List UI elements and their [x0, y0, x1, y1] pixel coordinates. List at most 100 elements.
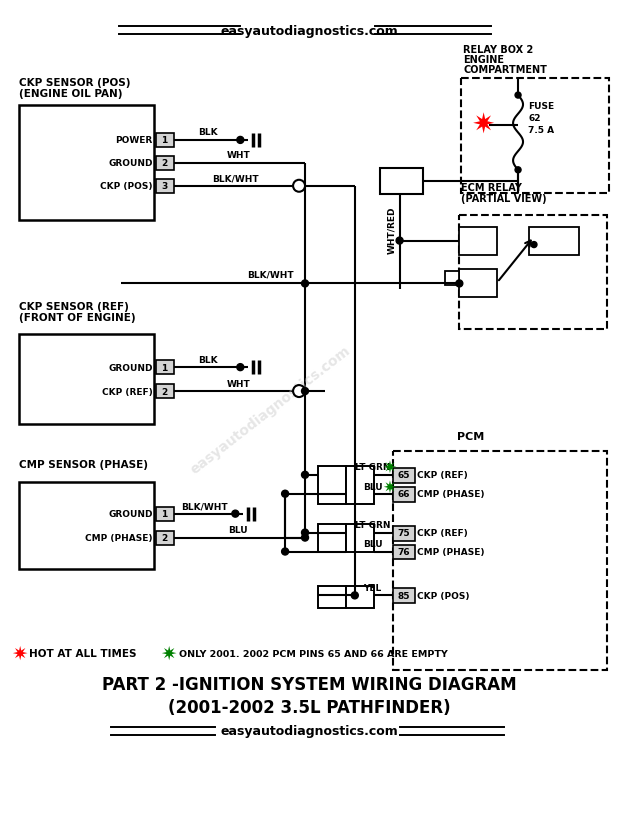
Text: ONLY 2001. 2002 PCM PINS 65 AND 66 ARE EMPTY: ONLY 2001. 2002 PCM PINS 65 AND 66 ARE E…: [179, 649, 447, 658]
Text: HOT AT ALL TIMES: HOT AT ALL TIMES: [29, 649, 137, 658]
Text: 2: 2: [161, 159, 167, 168]
Bar: [156, 531, 174, 545]
Bar: [156, 156, 174, 170]
Bar: [459, 215, 607, 330]
Circle shape: [531, 242, 537, 248]
Text: 75: 75: [397, 528, 410, 537]
Text: 65: 65: [397, 471, 410, 480]
Text: GROUND: GROUND: [108, 509, 153, 518]
Text: 1: 1: [161, 136, 167, 145]
Bar: [392, 545, 415, 560]
Text: ✷: ✷: [161, 644, 177, 663]
Circle shape: [515, 168, 521, 174]
Text: BLK: BLK: [198, 129, 218, 138]
Bar: [392, 451, 607, 670]
Text: easyautodiagnostics.com: easyautodiagnostics.com: [187, 343, 353, 476]
Text: CMP (PHASE): CMP (PHASE): [417, 547, 484, 556]
Text: WHT: WHT: [226, 152, 250, 161]
Text: CMP SENSOR (PHASE): CMP SENSOR (PHASE): [19, 459, 148, 469]
Text: CKP (REF): CKP (REF): [417, 471, 467, 480]
Text: CKP SENSOR (REF): CKP SENSOR (REF): [19, 302, 129, 312]
Bar: [346, 586, 374, 609]
Circle shape: [351, 592, 358, 600]
Text: WHT/RED: WHT/RED: [387, 206, 396, 254]
Circle shape: [302, 529, 308, 536]
Text: CKP (POS): CKP (POS): [417, 591, 469, 600]
Bar: [156, 360, 174, 374]
Text: 2: 2: [161, 387, 167, 396]
Text: BLU: BLU: [363, 482, 383, 491]
Circle shape: [302, 281, 308, 287]
Text: ECM RELAY: ECM RELAY: [461, 183, 522, 192]
Text: 85: 85: [397, 591, 410, 600]
Bar: [318, 586, 346, 609]
Text: 66: 66: [397, 490, 410, 499]
Bar: [318, 466, 346, 504]
Circle shape: [302, 472, 308, 478]
Circle shape: [293, 386, 305, 397]
Text: WHT: WHT: [226, 379, 250, 388]
Text: easyautodiagnostics.com: easyautodiagnostics.com: [220, 725, 398, 737]
Bar: [459, 228, 497, 256]
Circle shape: [282, 549, 289, 555]
Text: ✷: ✷: [383, 459, 397, 476]
Bar: [392, 526, 415, 541]
Text: BLK/WHT: BLK/WHT: [212, 174, 259, 183]
Bar: [446, 272, 459, 286]
Bar: [19, 335, 154, 424]
Circle shape: [237, 364, 243, 371]
Text: CKP (POS): CKP (POS): [100, 182, 153, 191]
Circle shape: [237, 138, 243, 144]
Text: BLU: BLU: [229, 526, 248, 535]
Bar: [19, 482, 154, 570]
Text: BLK: BLK: [198, 355, 218, 364]
Text: YEL: YEL: [363, 583, 382, 592]
Bar: [392, 589, 415, 604]
Text: (FRONT OF ENGINE): (FRONT OF ENGINE): [19, 313, 136, 323]
Text: CKP (REF): CKP (REF): [417, 528, 467, 537]
Text: 1: 1: [161, 509, 167, 518]
Bar: [156, 179, 174, 193]
Text: CKP (REF): CKP (REF): [102, 387, 153, 396]
Text: ✷: ✷: [11, 644, 27, 663]
Text: (2001-2002 3.5L PATHFINDER): (2001-2002 3.5L PATHFINDER): [167, 698, 451, 716]
Text: ENGINE: ENGINE: [464, 55, 504, 65]
Text: ✷: ✷: [383, 478, 397, 496]
Text: GROUND: GROUND: [108, 363, 153, 372]
Text: ✷: ✷: [472, 112, 495, 140]
Bar: [529, 228, 579, 256]
Text: easyautodiagnostics.com: easyautodiagnostics.com: [220, 25, 398, 38]
Circle shape: [515, 93, 521, 99]
Text: 1: 1: [161, 363, 167, 372]
Text: (PARTIAL VIEW): (PARTIAL VIEW): [461, 193, 547, 203]
Circle shape: [302, 388, 308, 395]
Text: BLU: BLU: [363, 540, 383, 549]
Bar: [156, 507, 174, 521]
Text: LT GRN: LT GRN: [355, 520, 391, 529]
Text: PCM: PCM: [457, 432, 484, 441]
Text: 2: 2: [161, 533, 167, 542]
Text: 76: 76: [397, 547, 410, 556]
Text: 3: 3: [161, 182, 167, 191]
Bar: [346, 466, 374, 504]
Text: (ENGINE OIL PAN): (ENGINE OIL PAN): [19, 89, 123, 99]
Text: CMP (PHASE): CMP (PHASE): [417, 490, 484, 499]
Text: POWER: POWER: [116, 136, 153, 145]
Bar: [461, 79, 609, 193]
Bar: [318, 524, 346, 552]
Text: GROUND: GROUND: [108, 159, 153, 168]
Circle shape: [282, 491, 289, 498]
Bar: [459, 270, 497, 298]
Bar: [392, 468, 415, 483]
Text: 62: 62: [528, 114, 541, 123]
Text: LT GRN: LT GRN: [355, 463, 391, 472]
Text: FUSE: FUSE: [528, 102, 554, 111]
Circle shape: [302, 535, 308, 541]
Text: CKP SENSOR (POS): CKP SENSOR (POS): [19, 78, 131, 88]
Circle shape: [293, 180, 305, 192]
Text: CMP (PHASE): CMP (PHASE): [85, 533, 153, 542]
Text: RELAY BOX 2: RELAY BOX 2: [464, 45, 533, 55]
Bar: [156, 385, 174, 399]
Circle shape: [232, 510, 239, 518]
Bar: [156, 133, 174, 147]
